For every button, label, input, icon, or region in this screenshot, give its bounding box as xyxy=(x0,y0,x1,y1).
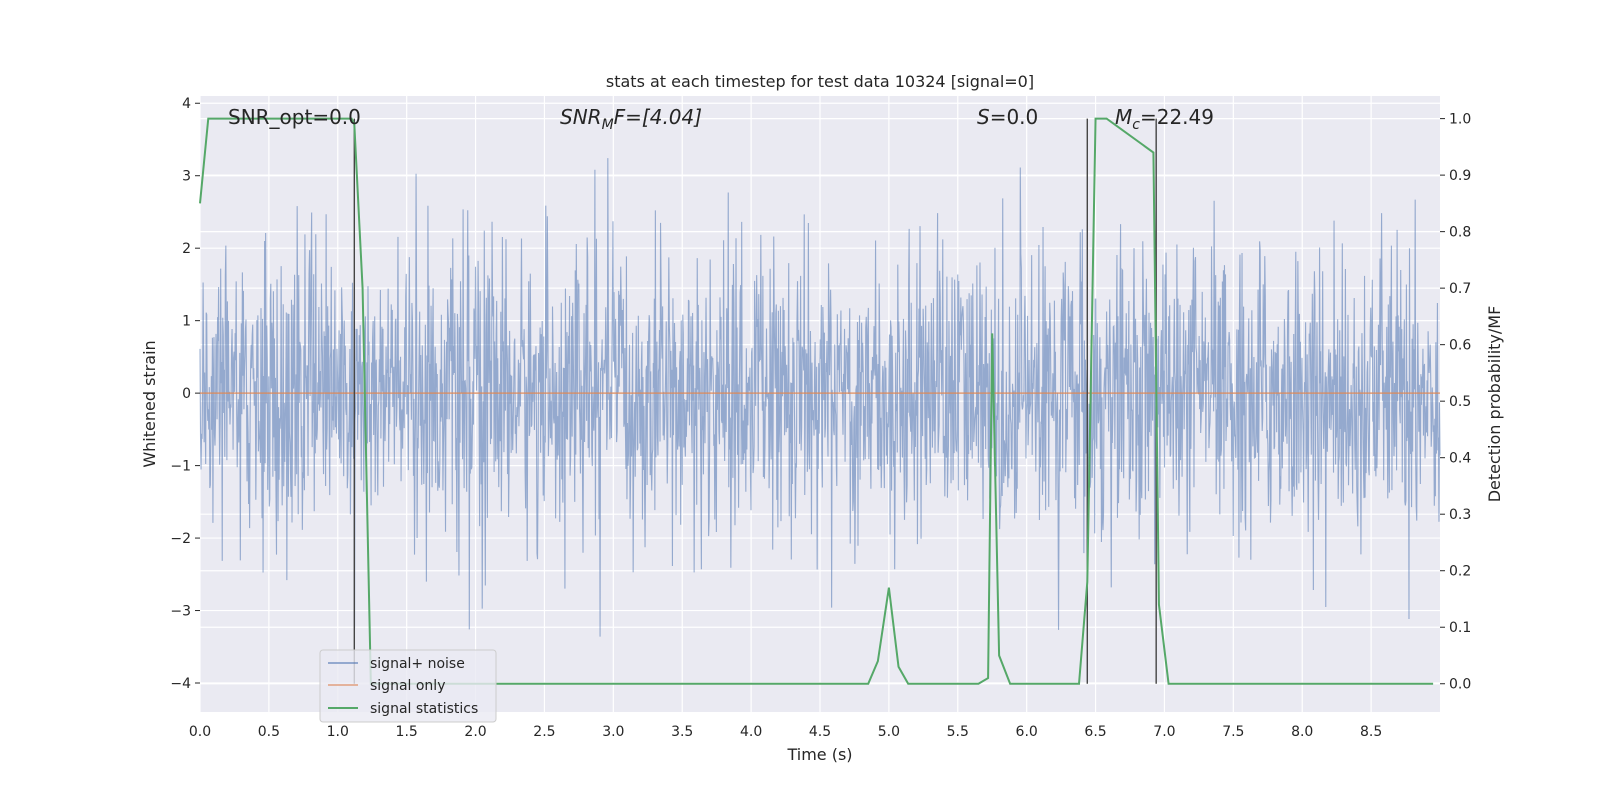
y-tick-label: 1 xyxy=(182,314,191,330)
y-tick-label: −2 xyxy=(170,531,191,547)
legend-box xyxy=(319,649,497,723)
mc-base: M xyxy=(1115,105,1132,129)
y-ticks: 4 3 2 1 0 −1 −2 −3 −4 xyxy=(170,96,200,692)
y-tick-label: 0 xyxy=(182,386,191,402)
x-tick-label: 2.0 xyxy=(464,724,486,740)
x-tick-label: 4.0 xyxy=(740,724,762,740)
x-tick-label: 0.0 xyxy=(189,724,211,740)
x-axis-label: Time (s) xyxy=(786,745,852,764)
y2-tick-label: 0.2 xyxy=(1449,564,1471,580)
x-tick-label: 5.5 xyxy=(947,724,969,740)
y2-tick-label: 0.1 xyxy=(1449,620,1471,636)
y2-ticks: 1.0 0.9 0.8 0.7 0.6 0.5 0.4 0.3 0.2 0.1 0.0 xyxy=(1440,112,1471,693)
y2-tick-label: 1.0 xyxy=(1449,112,1471,128)
x-tick-label: 3.5 xyxy=(671,724,693,740)
y2-tick-label: 0.0 xyxy=(1449,677,1471,693)
x-tick-label: 1.5 xyxy=(396,724,418,740)
noise-line xyxy=(199,158,1441,637)
x-tick-label: 7.0 xyxy=(1153,724,1175,740)
y-tick-label: 3 xyxy=(182,169,191,185)
x-ticks: 0.0 0.5 1.0 1.5 2.0 2.5 3.0 3.5 4.0 4.5 5.0 5.5 6.0 6… xyxy=(189,724,1382,740)
s-rest: =0.0 xyxy=(990,105,1039,129)
legend-label-stats: signal statistics xyxy=(370,701,478,717)
annotation-mc: Mc=22.49 xyxy=(1115,105,1214,133)
x-tick-label: 5.0 xyxy=(878,724,900,740)
y2-axis-label: Detection probability/MF xyxy=(1485,306,1504,503)
x-tick-label: 0.5 xyxy=(258,724,280,740)
x-tick-label: 6.5 xyxy=(1084,724,1106,740)
mc-rest: =22.49 xyxy=(1140,105,1214,129)
s-base: S xyxy=(977,105,990,129)
x-tick-label: 6.0 xyxy=(1016,724,1038,740)
noise-series xyxy=(199,158,1441,637)
x-tick-label: 8.0 xyxy=(1291,724,1313,740)
mc-sub: c xyxy=(1132,117,1140,133)
x-tick-label: 7.5 xyxy=(1222,724,1244,740)
y2-tick-label: 0.9 xyxy=(1449,168,1471,184)
y-tick-label: −4 xyxy=(170,676,191,692)
y-tick-label: −3 xyxy=(170,604,191,620)
y2-tick-label: 0.6 xyxy=(1449,338,1471,354)
y2-tick-label: 0.3 xyxy=(1449,507,1471,523)
x-tick-label: 4.5 xyxy=(809,724,831,740)
snr-mf-base: SNR xyxy=(560,105,602,129)
annotation-snr-mf: SNRMF=[4.04] xyxy=(560,105,702,133)
statistics-series xyxy=(199,117,1434,685)
x-tick-label: 3.0 xyxy=(602,724,624,740)
x-tick-label: 2.5 xyxy=(533,724,555,740)
x-tick-label: 1.0 xyxy=(327,724,349,740)
y-tick-label: −1 xyxy=(170,459,191,475)
snr-mf-sub: M xyxy=(602,117,614,133)
annotation-snr-opt: SNR_opt=0.0 xyxy=(228,105,361,129)
legend-label-signal: signal only xyxy=(370,678,445,694)
y-axis-label: Whitened strain xyxy=(140,340,159,467)
legend-label-noise: signal+ noise xyxy=(370,656,465,672)
y2-tick-label: 0.5 xyxy=(1449,394,1471,410)
legend: signal+ noise signal only signal statist… xyxy=(319,649,497,723)
y-tick-label: 2 xyxy=(182,241,191,257)
y2-tick-label: 0.4 xyxy=(1449,451,1471,467)
statistics-line xyxy=(199,117,1434,685)
x-tick-label: 8.5 xyxy=(1360,724,1382,740)
snr-mf-rest: F=[4.04] xyxy=(614,105,702,129)
annotation-s: S=0.0 xyxy=(977,105,1038,129)
chart-title: stats at each timestep for test data 103… xyxy=(606,72,1034,91)
y2-tick-label: 0.8 xyxy=(1449,225,1471,241)
y2-tick-label: 0.7 xyxy=(1449,281,1471,297)
y-tick-label: 4 xyxy=(182,96,191,112)
